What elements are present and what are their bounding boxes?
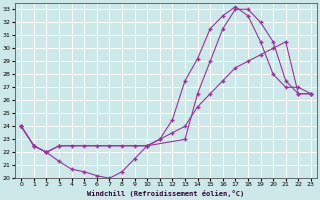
X-axis label: Windchill (Refroidissement éolien,°C): Windchill (Refroidissement éolien,°C)	[87, 190, 245, 197]
